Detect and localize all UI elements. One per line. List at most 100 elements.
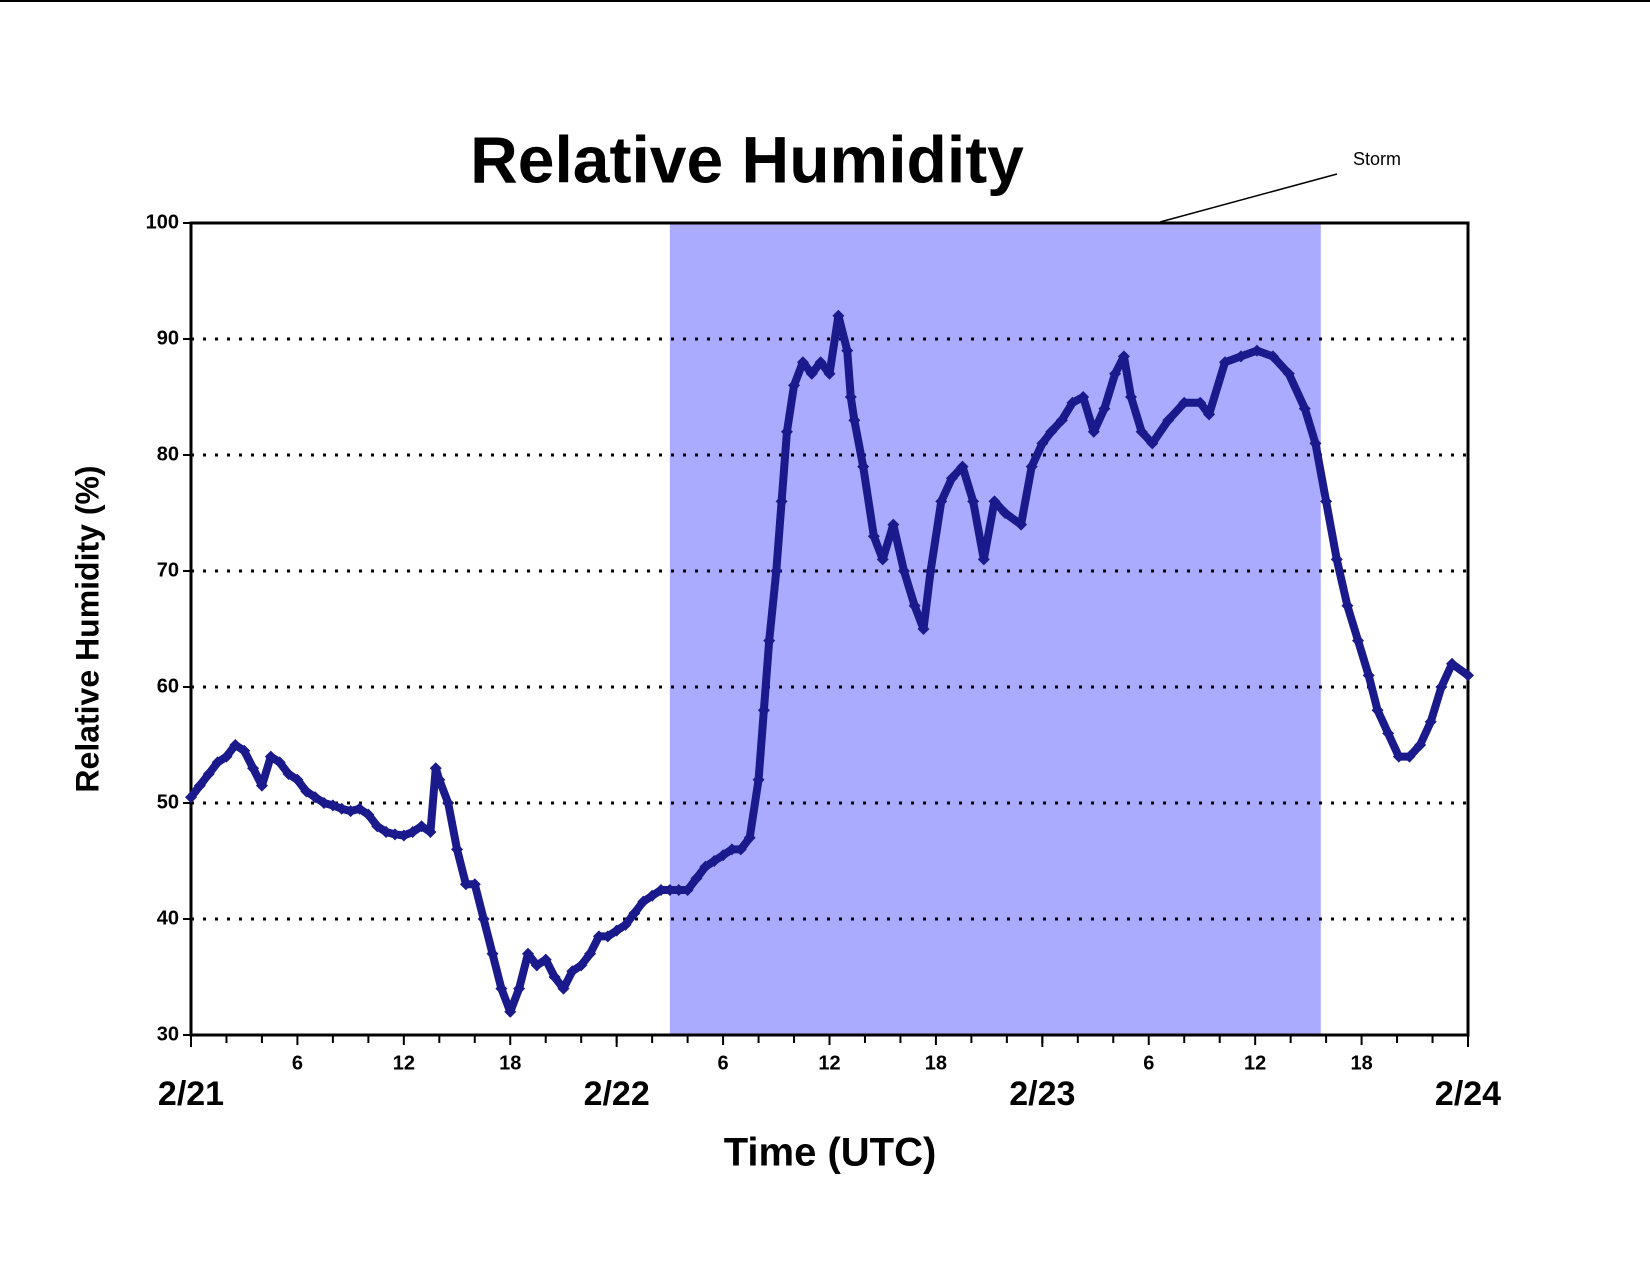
data-point [592,930,605,943]
data-point [681,884,694,896]
data-point [848,414,861,427]
data-point [844,391,857,403]
x-tick-label: 12 [818,1052,840,1074]
y-tick-label: 40 [157,907,179,929]
data-point [1362,669,1375,682]
data-point [775,495,788,508]
data-point [988,495,1001,508]
y-axis-label: Relative Humidity (%) [69,465,105,792]
data-point [672,884,685,896]
x-tick-label: 6 [292,1052,303,1074]
data-point [424,826,437,838]
data-point [255,779,268,792]
data-point [1234,350,1247,363]
data-point [725,843,738,856]
x-axis-label: Time (UTC) [724,1131,937,1175]
data-point [857,460,870,473]
data-point [908,599,921,612]
data-point [1203,408,1216,421]
data-point [601,930,614,943]
data-point [788,379,801,392]
data-point [353,802,366,815]
data-point [646,889,659,902]
x-tick-label: 18 [1350,1052,1372,1074]
data-point [887,518,900,531]
data-point [823,367,836,380]
data-point [477,913,490,925]
storm-label: Storm [1353,149,1401,169]
date-tick-label: 2/21 [158,1075,224,1113]
storm-pointer [1159,173,1338,223]
data-point [388,828,401,841]
data-point [1036,437,1049,450]
data-point [1025,460,1038,473]
data-point [1435,681,1448,693]
data-point [655,884,668,896]
data-point [637,895,650,908]
data-point [796,356,809,369]
data-point [238,744,251,757]
data-point [530,959,543,972]
date-tick-label: 2/22 [584,1075,650,1113]
data-point [566,965,579,978]
background-layer [191,223,1468,1035]
y-tick-label: 90 [157,327,179,349]
data-point [1194,396,1207,409]
data-point [1266,350,1279,363]
data-point [757,704,770,717]
data-point [362,808,375,821]
data-point [415,820,428,833]
data-point [1462,669,1474,682]
y-tick-label: 60 [157,675,179,697]
data-point [344,805,357,818]
data-point [264,750,277,763]
data-point [1178,396,1191,409]
data-point [495,982,508,995]
x-tick-label: 12 [1244,1052,1266,1074]
data-point [924,565,937,577]
y-tick-label: 70 [157,559,179,581]
date-tick-label: 2/24 [1435,1075,1501,1113]
data-point [832,309,845,322]
data-point [371,820,384,833]
data-point [805,367,818,380]
data-point [1098,402,1111,415]
x-tick-label: 18 [925,1052,947,1074]
data-point [486,947,499,960]
data-point [211,756,224,769]
data-point [1055,414,1068,427]
data-point [917,623,930,635]
data-point [433,773,446,786]
data-point [1117,350,1130,363]
data-point [1330,553,1343,566]
data-point [521,947,534,960]
data-point [1424,715,1437,728]
data-point [504,1005,517,1018]
data-point [867,530,880,543]
data-point [1125,391,1138,403]
data-point [956,460,969,473]
data-point [282,768,295,780]
data-point [406,826,419,838]
data-point [1382,727,1395,740]
data-point [1446,657,1459,670]
data-point [575,959,588,972]
data-point [451,843,464,856]
data-point [1077,391,1090,403]
data-point [1320,495,1333,508]
data-point [999,507,1012,519]
data-point [1282,367,1295,380]
data-point [1087,425,1100,438]
data-point [663,884,676,896]
data-point [628,907,641,920]
data-point [814,356,827,369]
data-point [1371,704,1384,717]
data-point [763,634,776,647]
data-point [1298,402,1311,415]
data-point [945,472,958,485]
data-point [690,872,703,885]
data-point [1392,750,1405,763]
data-point [513,982,526,995]
data-point [1162,414,1175,427]
